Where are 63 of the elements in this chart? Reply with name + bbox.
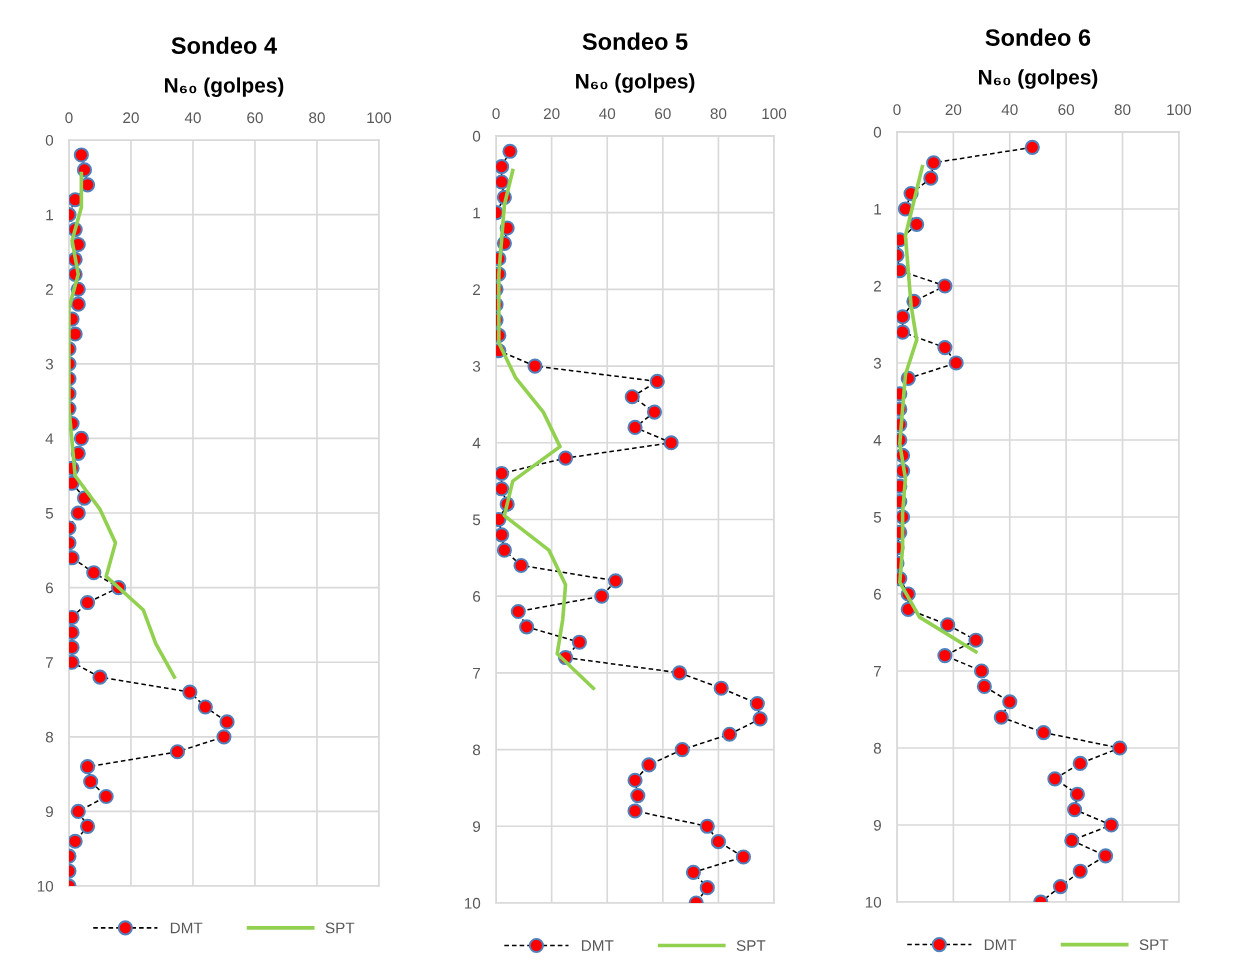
y-tick-label: 6: [473, 591, 481, 602]
x-tick-label: 80: [1114, 104, 1131, 116]
y-tick-label: 7: [873, 666, 881, 677]
y-tick-label: 5: [873, 512, 882, 523]
y-tick-label: 9: [873, 819, 881, 831]
y-tick-label: 0: [45, 134, 54, 146]
y-tick-label: 3: [45, 358, 54, 370]
y-tick-label: 4: [472, 437, 481, 449]
x-tick-label: 100: [762, 108, 787, 120]
x-tick-label: 0: [893, 104, 901, 116]
x-tick-label: 20: [945, 104, 962, 116]
y-tick-label: 9: [45, 806, 53, 818]
x-tick-label: 60: [1058, 104, 1075, 116]
legend-label: SPT: [1139, 939, 1169, 951]
legend-label: DMT: [170, 922, 203, 934]
y-tick-label: 0: [873, 126, 882, 138]
x-tick-label: 0: [492, 108, 500, 120]
y-tick-label: 3: [873, 357, 882, 369]
x-tick-label: 40: [599, 108, 616, 120]
x-tick-label: 0: [65, 112, 73, 124]
x-tick-label: 80: [309, 112, 325, 124]
y-tick-label: 5: [472, 514, 481, 526]
y-tick-label: 0: [472, 130, 481, 142]
x-tick-label: 20: [543, 108, 560, 120]
y-tick-label: 1: [874, 203, 881, 215]
legend-label: DMT: [984, 939, 1017, 950]
x-tick-label: 100: [1167, 104, 1192, 116]
chart-title: Sondeo 5: [582, 32, 688, 50]
legend-label: SPT: [325, 922, 355, 934]
y-tick-label: 1: [46, 209, 53, 221]
legend-label: DMT: [581, 940, 614, 951]
y-tick-label: 7: [473, 667, 481, 679]
y-tick-label: 8: [873, 742, 882, 754]
y-tick-label: 6: [873, 588, 882, 600]
x-tick-label: 100: [367, 112, 392, 124]
y-tick-label: 4: [45, 433, 54, 444]
y-tick-label: 8: [45, 731, 54, 743]
y-tick-label: 10: [37, 880, 54, 892]
x-tick-label: 20: [123, 112, 139, 124]
y-tick-label: 2: [873, 280, 881, 292]
chart-title: Sondeo 4: [171, 36, 277, 54]
y-tick-label: 6: [45, 582, 54, 594]
legend-label: SPT: [736, 940, 766, 951]
y-tick-label: 10: [464, 897, 481, 909]
x-tick-label: 80: [710, 108, 727, 120]
y-tick-label: 3: [472, 360, 481, 372]
y-tick-label: 10: [865, 896, 882, 908]
x-tick-label: 40: [184, 112, 201, 124]
y-tick-label: 1: [473, 207, 481, 219]
x-axis-title: N₆₀ (golpes): [165, 77, 284, 97]
y-tick-label: 8: [472, 744, 481, 756]
y-tick-label: 7: [45, 657, 53, 668]
y-tick-label: 4: [873, 435, 882, 446]
x-tick-label: 40: [1001, 104, 1018, 116]
x-axis-title: N₆₀ (golpes): [978, 69, 1098, 89]
chart-title: Sondeo 6: [985, 28, 1091, 46]
x-axis-title: N₆₀ (golpes): [576, 73, 695, 93]
x-tick-label: 60: [655, 108, 671, 120]
y-tick-label: 2: [473, 284, 481, 295]
x-tick-label: 60: [247, 112, 263, 124]
y-tick-label: 5: [45, 508, 54, 519]
y-tick-label: 9: [473, 821, 481, 832]
y-tick-label: 2: [45, 284, 53, 295]
